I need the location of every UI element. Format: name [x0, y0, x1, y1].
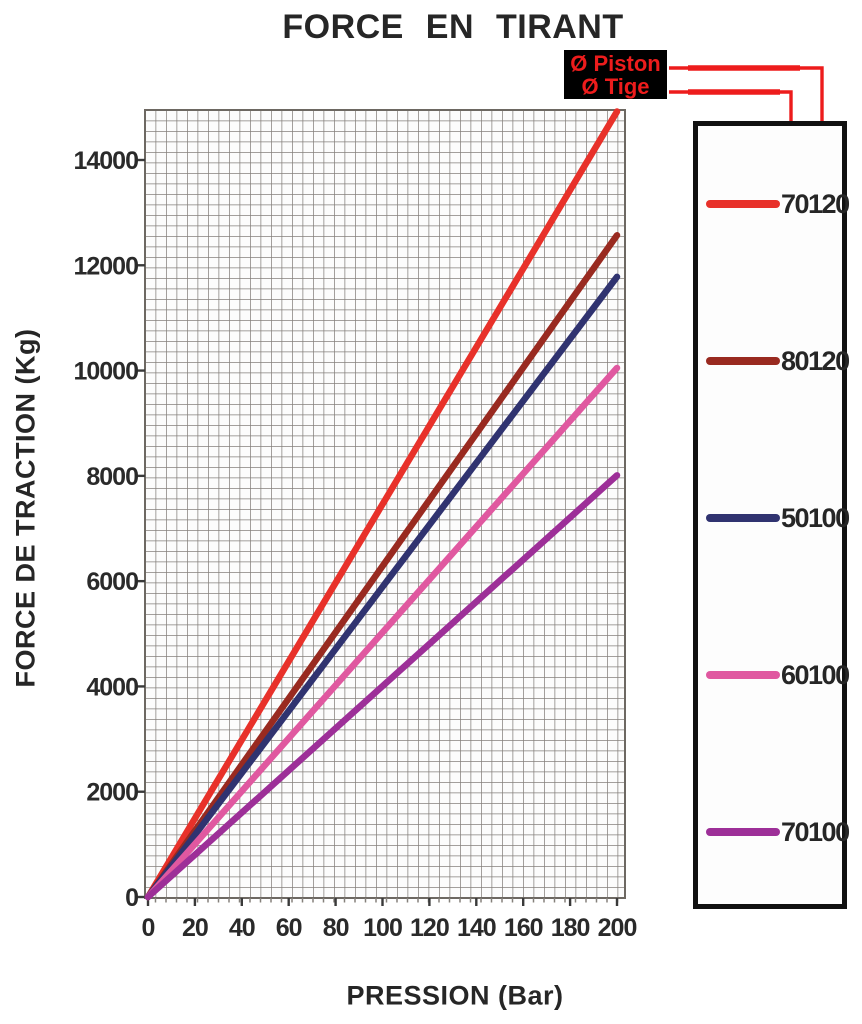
- series-line-70100: [144, 472, 621, 901]
- x-tick-label: 160: [504, 914, 543, 942]
- y-tick-label: 12000: [73, 252, 138, 280]
- legend-swatch-50100: [706, 514, 780, 522]
- series-line-50100: [144, 273, 621, 901]
- legend-item-70100: 70100: [706, 816, 850, 847]
- y-tick-label: 2000: [86, 779, 138, 807]
- x-axis-tick-labels: 0 20 40 60 80 100 120 140 160 180 200: [142, 914, 638, 942]
- minor-tick-fringe: [154, 898, 619, 903]
- legend-item-50100: 50100: [706, 502, 850, 533]
- y-tick-label: 6000: [86, 568, 138, 596]
- x-axis-title: PRESSION (Bar): [346, 980, 564, 1011]
- legend-item-70120: 70120: [706, 188, 850, 219]
- legend-swatch-80120: [706, 357, 780, 365]
- plot-border: [144, 109, 626, 899]
- legend-label: 50100: [781, 502, 850, 533]
- x-tick-label: 0: [142, 914, 155, 942]
- legend-swatch-70100: [706, 828, 780, 836]
- y-tick-label: 10000: [73, 358, 138, 386]
- tige-diameter-label: Ø Tige: [581, 73, 650, 99]
- x-tick-label: 40: [229, 914, 255, 942]
- y-tick-label: 8000: [86, 463, 138, 491]
- legend-label: 70120: [781, 188, 850, 219]
- legend-swatch-70120: [706, 200, 780, 208]
- diameter-annotation-box: Ø Piston Ø Tige: [564, 50, 667, 99]
- y-tick-label: 0: [125, 884, 138, 912]
- x-tick-label: 200: [598, 914, 637, 942]
- y-tick-label: 4000: [86, 673, 138, 701]
- x-tick-label: 140: [457, 914, 496, 942]
- legend-item-60100: 60100: [706, 659, 850, 690]
- legend-swatch-60100: [706, 671, 780, 679]
- series-line-60100: [144, 364, 621, 901]
- legend-label: 60100: [781, 659, 850, 690]
- legend-box: 70120 80120 50100 60100 70100: [693, 121, 850, 909]
- data-series-lines: [144, 108, 621, 901]
- x-tick-label: 180: [551, 914, 590, 942]
- piston-diameter-label: Ø Piston: [570, 50, 661, 76]
- x-tick-label: 20: [182, 914, 208, 942]
- series-line-80120: [144, 232, 621, 901]
- legend-label: 70100: [781, 816, 850, 847]
- y-axis-tick-marks: [137, 158, 145, 899]
- legend-item-80120: 80120: [706, 345, 850, 376]
- chart-title: FORCE EN TIRANT: [282, 8, 624, 46]
- x-tick-label: 60: [276, 914, 302, 942]
- x-tick-label: 80: [323, 914, 349, 942]
- x-tick-label: 120: [410, 914, 449, 942]
- x-tick-label: 100: [363, 914, 402, 942]
- series-line-70120: [144, 108, 621, 901]
- legend-label: 80120: [781, 345, 850, 376]
- y-tick-label: 14000: [73, 147, 138, 175]
- y-axis-tick-labels: 0 2000 4000 6000 8000 10000 12000 14000: [73, 147, 139, 912]
